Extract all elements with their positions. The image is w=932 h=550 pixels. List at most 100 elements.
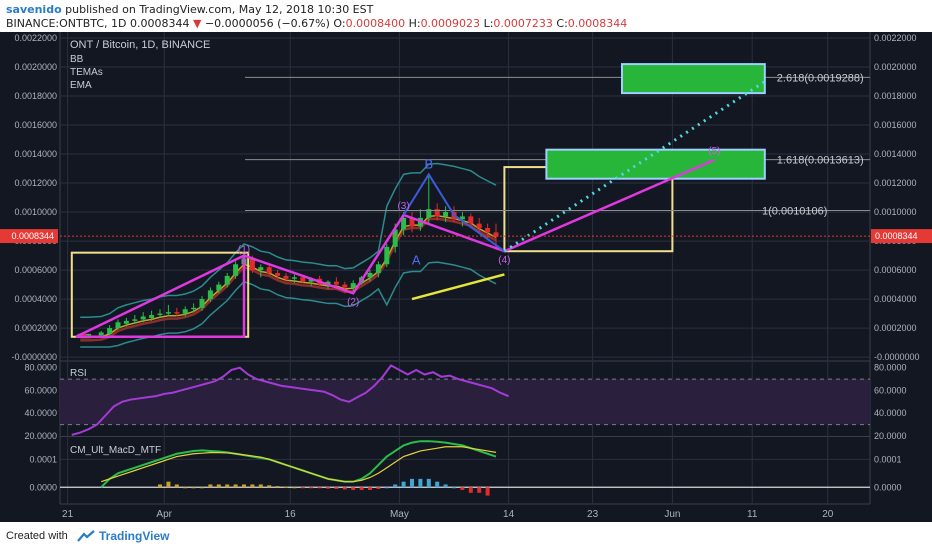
macd-histogram-bar — [376, 487, 381, 489]
macd-histogram-bar — [208, 484, 213, 488]
rsi-tick-label-left: 40.0000 — [24, 408, 57, 418]
candle-body[interactable] — [443, 212, 449, 217]
macd-histogram-bar — [200, 487, 204, 489]
rsi-tick-label-right: 80.0000 — [874, 363, 907, 373]
candle-body[interactable] — [81, 333, 87, 336]
publish-info: savenido published on TradingView.com, M… — [6, 3, 373, 16]
candle-body[interactable] — [308, 278, 314, 282]
candle-body[interactable] — [485, 228, 491, 233]
candle-body[interactable] — [182, 309, 188, 314]
x-tick-label: Jun — [664, 509, 680, 520]
candle-body[interactable] — [216, 284, 222, 291]
last-price-tag-text: 0.0008344 — [11, 231, 54, 241]
candle-body[interactable] — [140, 316, 146, 320]
candle-body[interactable] — [325, 281, 331, 285]
candle-body[interactable] — [258, 267, 264, 271]
candle-body[interactable] — [165, 312, 171, 314]
rsi-line — [71, 364, 509, 436]
y-tick-label-right: 0.0014000 — [874, 149, 917, 159]
last-price-tag-text: 0.0008344 — [875, 231, 918, 241]
wave-label: (2) — [347, 297, 359, 308]
candle-body[interactable] — [174, 312, 180, 314]
rsi-label: RSI — [70, 368, 87, 379]
candle-body[interactable] — [350, 283, 356, 288]
macd-histogram-bar — [174, 484, 179, 488]
x-tick-label: 16 — [285, 509, 297, 520]
candle-body[interactable] — [149, 315, 155, 318]
candle-body[interactable] — [426, 209, 432, 218]
y-tick-label-left: 0.0012000 — [14, 178, 57, 188]
candle-body[interactable] — [459, 216, 465, 220]
candle-body[interactable] — [224, 275, 230, 285]
chart-header: savenido published on TradingView.com, M… — [0, 0, 932, 32]
candle-body[interactable] — [333, 281, 339, 285]
candle-body[interactable] — [275, 272, 281, 276]
candle-body[interactable] — [283, 275, 289, 279]
macd-histogram-bar — [401, 481, 406, 488]
candle-body[interactable] — [476, 223, 482, 229]
candle-body[interactable] — [401, 217, 407, 230]
macd-histogram-bar — [384, 487, 389, 489]
target-zone[interactable] — [621, 63, 766, 95]
macd-tick-label-left: 0.0001 — [29, 454, 57, 464]
tradingview-logo-icon — [77, 530, 95, 542]
author-name[interactable]: savenido — [6, 3, 62, 16]
candle-body[interactable] — [342, 284, 348, 288]
chart-area[interactable]: 0.0022000 0.0022000 0.0020000 0.0020000 0.00… — [0, 32, 932, 522]
y-tick-label-right: 0.0006000 — [874, 265, 917, 275]
chart-title: ONT / Bitcoin, 1D, BINANCE — [70, 39, 210, 51]
low-value: 0.0007233 — [493, 17, 553, 30]
candle-body[interactable] — [434, 209, 440, 217]
candle-body[interactable] — [392, 229, 398, 247]
candle-body[interactable] — [493, 232, 499, 237]
y-tick-label-right: 0.0020000 — [874, 62, 917, 72]
yellow-box — [503, 166, 674, 253]
candle-body[interactable] — [123, 320, 129, 324]
macd-histogram-bar — [368, 487, 372, 491]
y-tick-label-left: -0.0000000 — [11, 352, 57, 362]
rsi-tick-label-right: 40.0000 — [874, 408, 907, 418]
candle-body[interactable] — [409, 217, 415, 227]
candle-body[interactable] — [384, 246, 390, 265]
candle-body[interactable] — [86, 333, 92, 336]
last-price-tag-right — [871, 229, 932, 244]
candle-body[interactable] — [367, 272, 373, 278]
macd-histogram-bar — [393, 484, 398, 488]
candle-body[interactable] — [107, 328, 113, 334]
candle-body[interactable] — [375, 264, 381, 273]
rsi-tick-label-left: 60.0000 — [24, 385, 57, 395]
macd-histogram-bar — [158, 484, 162, 488]
candle-body[interactable] — [191, 307, 197, 310]
x-tick-label: May — [390, 509, 409, 520]
candle-body[interactable] — [266, 267, 272, 273]
candle-body[interactable] — [98, 332, 104, 336]
fib-level-label: 1(0.0010106) — [762, 206, 827, 218]
tradingview-brand[interactable]: TradingView — [99, 529, 170, 543]
macd-histogram-bar — [468, 487, 473, 493]
candle-body[interactable] — [291, 277, 297, 279]
candle-body[interactable] — [207, 290, 213, 300]
candle-body[interactable] — [300, 277, 306, 282]
y-tick-label-left: 0.0006000 — [14, 265, 57, 275]
candle-body[interactable] — [115, 322, 121, 329]
macd-histogram-bar — [292, 487, 297, 489]
candle-body[interactable] — [157, 313, 163, 316]
target-zone[interactable] — [545, 148, 766, 180]
macd-label: CM_Ult_MacD_MTF — [70, 445, 161, 456]
y-tick-label-right: 0.0012000 — [874, 178, 917, 188]
rsi-tick-label-left: 20.0000 — [24, 431, 57, 441]
ab-correction-line — [402, 172, 505, 253]
candle-body[interactable] — [199, 299, 205, 308]
chart-canvas[interactable]: 0.0022000 0.0022000 0.0020000 0.0020000 0.00… — [0, 32, 932, 522]
candle-body[interactable] — [132, 319, 138, 321]
close-value: 0.0008344 — [567, 17, 628, 30]
macd-histogram-bar — [216, 484, 221, 488]
candle-body[interactable] — [249, 258, 255, 271]
rsi-band-fill — [60, 379, 870, 425]
y-tick-label-right: -0.0000000 — [874, 352, 920, 362]
wave-label: (1) — [238, 245, 250, 256]
y-tick-label-left: 0.0002000 — [14, 323, 57, 333]
candle-body[interactable] — [468, 216, 474, 224]
candle-body[interactable] — [233, 264, 239, 276]
projection-line — [503, 80, 766, 253]
